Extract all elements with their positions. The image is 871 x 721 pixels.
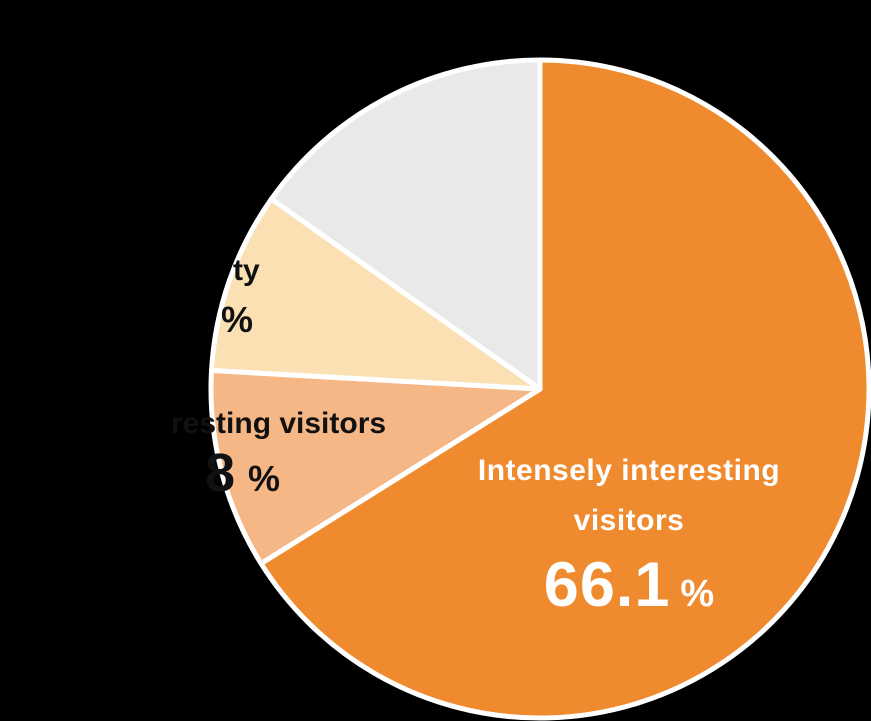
- pie-slice-interesting-visitors-cropped: [208, 367, 543, 567]
- pie-slice-intensely-interesting-visitors: [258, 57, 871, 721]
- pie-slice-unlabeled-gray: [268, 57, 543, 392]
- pie-slice-ty-cropped: [209, 196, 543, 392]
